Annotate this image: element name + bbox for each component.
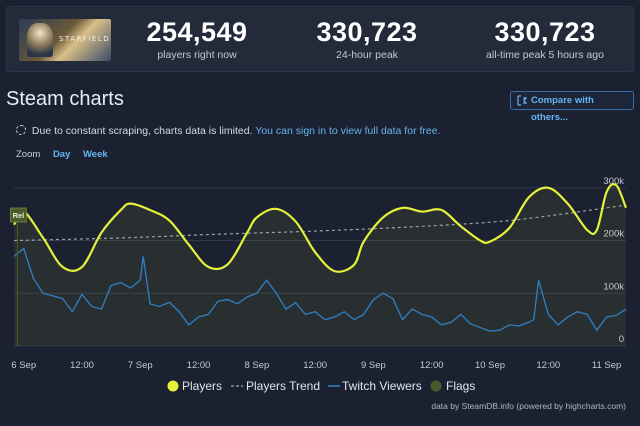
compare-label: Compare with others... xyxy=(531,95,594,123)
y-tick-label: 300k xyxy=(603,176,624,187)
flag-marker xyxy=(9,207,27,223)
x-tick-label: 7 Sep xyxy=(128,360,153,371)
x-tick-label: 12:00 xyxy=(303,360,327,371)
stat-24h-peak: 330,723 24-hour peak xyxy=(297,17,437,61)
flag-label: Rel xyxy=(13,211,25,220)
stats-bar: STARFIELD 254,549 players right now 330,… xyxy=(6,6,634,72)
game-logo-text: STARFIELD xyxy=(59,35,111,43)
stat-all-time-peak: 330,723 all-time peak 5 hours ago xyxy=(465,17,625,61)
x-tick-label: 9 Sep xyxy=(361,360,386,371)
compare-icon xyxy=(517,95,527,106)
y-tick-label: 200k xyxy=(603,229,624,240)
y-tick-label: 100k xyxy=(603,281,624,292)
legend-players-icon xyxy=(167,380,179,392)
astronaut-figure xyxy=(27,23,53,57)
compare-button[interactable]: Compare with others... xyxy=(510,91,634,123)
players-chart[interactable]: 0 100k 200k 300k 6 Sep 12:00 7 Sep 12:00 8 Sep 12… xyxy=(0,160,640,426)
x-tick-label: 12:00 xyxy=(187,360,211,371)
data-limit-notice: Due to constant scraping, charts data is… xyxy=(16,125,441,137)
section-title: Steam charts xyxy=(6,88,124,110)
x-tick-label: 12:00 xyxy=(70,360,94,371)
sign-in-link[interactable]: You can sign in to view full data for fr… xyxy=(255,125,441,137)
stat-value: 330,723 xyxy=(494,17,596,47)
stat-label: 24-hour peak xyxy=(336,49,398,61)
legend-trend-label: Players Trend xyxy=(246,379,320,393)
game-thumbnail[interactable]: STARFIELD xyxy=(19,19,111,61)
zoom-label: Zoom xyxy=(16,149,41,160)
x-tick-label: 12:00 xyxy=(536,360,560,371)
legend-flags-icon xyxy=(430,380,442,392)
series-twitch-viewers xyxy=(13,247,627,332)
zoom-week-button[interactable]: Week xyxy=(83,149,108,160)
legend-flags-label: Flags xyxy=(446,379,475,393)
notice-text: Due to constant scraping, charts data is… xyxy=(31,125,253,137)
players-area xyxy=(14,184,626,346)
series-players xyxy=(13,182,628,273)
x-tick-label: 8 Sep xyxy=(244,360,269,371)
legend-twitch-label: Twitch Viewers xyxy=(342,379,422,393)
x-tick-label: 11 Sep xyxy=(592,360,621,371)
x-tick-label: 12:00 xyxy=(420,360,444,371)
x-tick-label: 6 Sep xyxy=(11,360,36,371)
stat-current-players: 254,549 players right now xyxy=(127,17,267,61)
stat-value: 330,723 xyxy=(316,17,418,47)
chart-credit: data by SteamDB.info (powered by highcha… xyxy=(431,401,626,411)
zoom-day-button[interactable]: Day xyxy=(52,149,71,160)
info-icon xyxy=(16,125,26,135)
stat-value: 254,549 xyxy=(146,17,248,47)
y-tick-label: 0 xyxy=(619,334,624,345)
stat-label: all-time peak 5 hours ago xyxy=(486,49,604,61)
stat-label: players right now xyxy=(157,49,237,61)
series-players-trend xyxy=(13,204,627,242)
zoom-controls: Zoom Day Week xyxy=(16,149,118,160)
legend-players-label: Players xyxy=(182,379,222,393)
x-tick-label: 10 Sep xyxy=(475,360,505,371)
